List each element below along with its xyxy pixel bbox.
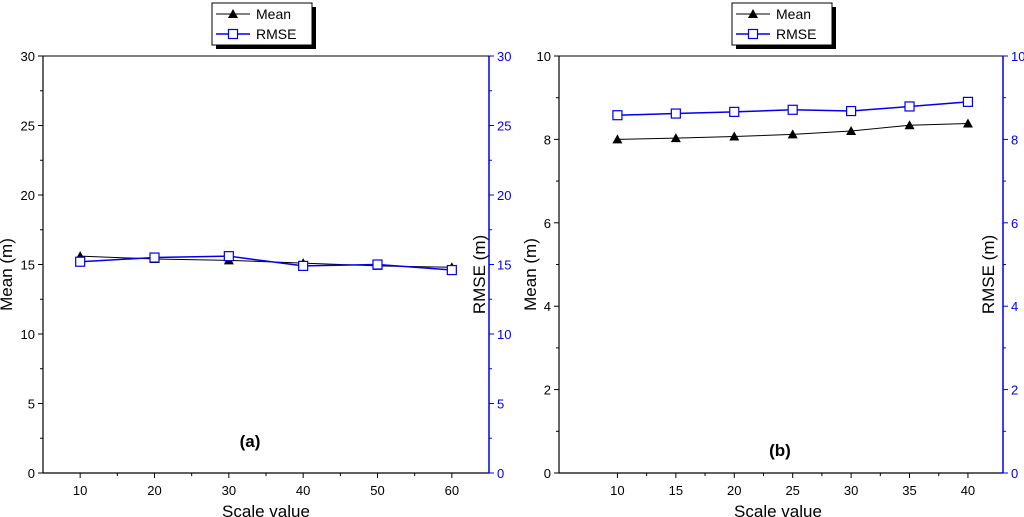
x-tick-label: 20 — [147, 483, 161, 498]
data-point-rmse — [787, 104, 798, 115]
left-y-axis-title: Mean (m) — [521, 238, 540, 311]
panel-label: (a) — [240, 432, 261, 451]
right-y-axis-title: RMSE (m) — [979, 235, 998, 314]
data-point-rmse — [298, 260, 309, 271]
left-y-tick-label: 20 — [21, 188, 35, 203]
chart-panel-b: 10 15 20 25 30 35 40 0 0 2 2 4 4 6 6 8 8 10 10 Scale value M… — [521, 2, 1024, 517]
data-point-mean — [962, 118, 973, 128]
data-point-mean — [729, 131, 740, 141]
data-point-rmse — [446, 264, 457, 276]
left-y-tick-label: 5 — [28, 397, 35, 412]
data-point-rmse — [670, 108, 681, 119]
left-y-tick-label: 0 — [544, 466, 551, 481]
right-y-tick-label: 2 — [1011, 383, 1018, 398]
right-y-tick-label: 4 — [1011, 299, 1018, 314]
left-y-tick-label: 4 — [544, 299, 551, 314]
legend-marker-mean — [228, 9, 238, 18]
left-y-tick-label: 10 — [537, 49, 551, 64]
right-y-tick-label: 10 — [497, 327, 511, 342]
x-tick-label: 40 — [961, 483, 975, 498]
right-y-tick-label: 6 — [1011, 216, 1018, 231]
right-y-tick-label: 25 — [497, 119, 511, 134]
right-y-tick-label: 15 — [497, 258, 511, 273]
data-point-rmse — [75, 256, 86, 267]
legend-label-mean: Mean — [776, 6, 811, 22]
right-y-tick-label: 20 — [497, 188, 511, 203]
panel-label: (b) — [769, 441, 791, 460]
legend: Mean RMSE — [731, 2, 836, 49]
data-point-rmse — [372, 259, 383, 270]
left-y-tick-label: 30 — [21, 49, 35, 64]
x-tick-label: 20 — [727, 483, 741, 498]
x-axis-title: Scale value — [734, 502, 822, 517]
data-point-rmse — [612, 110, 623, 121]
x-tick-label: 25 — [785, 483, 799, 498]
data-point-rmse — [846, 105, 857, 117]
data-point-mean — [846, 126, 857, 136]
legend-marker-rmse — [747, 28, 759, 40]
data-point-mean — [787, 129, 798, 139]
right-y-tick-label: 8 — [1011, 132, 1018, 147]
left-y-tick-label: 15 — [21, 258, 35, 273]
right-y-tick-label: 0 — [497, 466, 504, 481]
x-tick-label: 50 — [370, 483, 384, 498]
left-y-tick-label: 25 — [21, 119, 35, 134]
right-y-tick-label: 5 — [497, 397, 504, 412]
legend-marker-mean — [748, 9, 758, 18]
right-y-axis-title: RMSE (m) — [470, 235, 489, 314]
x-tick-label: 60 — [445, 483, 459, 498]
series-line-rmse — [80, 255, 452, 271]
legend-label-rmse: RMSE — [256, 26, 296, 42]
legend-label-rmse: RMSE — [776, 26, 816, 42]
left-y-tick-label: 2 — [544, 383, 551, 398]
legend-label-mean: Mean — [256, 6, 291, 22]
x-axis-title: Scale value — [222, 502, 310, 517]
x-tick-label: 30 — [222, 483, 236, 498]
data-point-rmse — [149, 252, 160, 263]
left-y-axis-title: Mean (m) — [0, 238, 16, 311]
data-point-rmse — [223, 251, 234, 262]
data-point-rmse — [962, 96, 974, 107]
x-tick-label: 40 — [296, 483, 310, 498]
x-tick-label: 10 — [610, 483, 624, 498]
left-y-tick-label: 0 — [28, 466, 35, 481]
left-y-tick-label: 10 — [21, 327, 35, 342]
left-y-tick-label: 8 — [544, 132, 551, 147]
x-tick-label: 35 — [902, 483, 916, 498]
right-y-tick-label: 10 — [1011, 49, 1024, 64]
legend-marker-rmse — [227, 28, 239, 40]
legend: Mean RMSE — [211, 2, 316, 49]
x-tick-label: 30 — [844, 483, 858, 498]
data-point-mean — [904, 120, 915, 130]
chart-panel-a: 10 20 30 40 50 60 0 0 5 5 10 10 15 15 20 20 25 25 30 30 Scal… — [0, 2, 511, 517]
x-tick-label: 10 — [73, 483, 87, 498]
right-y-tick-label: 30 — [497, 49, 511, 64]
data-point-mean — [670, 133, 681, 143]
right-y-tick-label: 0 — [1011, 466, 1018, 481]
left-y-tick-label: 6 — [544, 216, 551, 231]
x-tick-label: 15 — [669, 483, 683, 498]
data-point-rmse — [904, 101, 915, 112]
data-point-mean — [612, 134, 623, 144]
data-point-rmse — [729, 106, 740, 117]
